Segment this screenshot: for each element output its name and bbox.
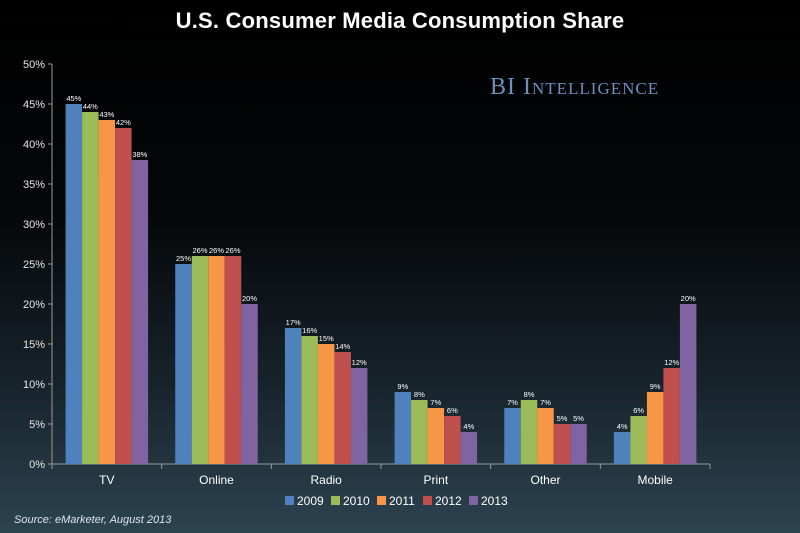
data-label: 43% bbox=[99, 110, 114, 119]
bar bbox=[241, 304, 258, 464]
bar bbox=[208, 256, 225, 464]
legend-swatch bbox=[285, 496, 294, 505]
bars bbox=[65, 104, 697, 464]
bar bbox=[82, 112, 99, 464]
data-label: 45% bbox=[66, 94, 81, 103]
data-label: 15% bbox=[319, 334, 334, 343]
data-label: 17% bbox=[286, 318, 301, 327]
data-label: 8% bbox=[524, 390, 535, 399]
x-tick-label: Print bbox=[423, 473, 448, 487]
legend-label: 2011 bbox=[389, 494, 415, 508]
bar bbox=[224, 256, 242, 464]
data-label: 9% bbox=[650, 382, 661, 391]
data-label: 6% bbox=[447, 406, 458, 415]
source-note: Source: eMarketer, August 2013 bbox=[14, 514, 172, 526]
data-label: 16% bbox=[302, 326, 317, 335]
bar bbox=[65, 104, 83, 464]
legend-label: 2013 bbox=[481, 494, 508, 508]
bar bbox=[444, 416, 461, 464]
bar bbox=[115, 128, 132, 464]
data-label: 5% bbox=[573, 414, 584, 423]
bar bbox=[301, 336, 318, 464]
bar bbox=[175, 264, 192, 464]
bar bbox=[570, 424, 587, 464]
x-tick-label: Other bbox=[530, 473, 560, 487]
bar bbox=[460, 432, 478, 464]
y-tick-label: 20% bbox=[23, 299, 45, 311]
data-label: 7% bbox=[540, 398, 551, 407]
bar bbox=[613, 432, 631, 464]
y-tick-label: 30% bbox=[23, 219, 45, 231]
data-label: 44% bbox=[83, 102, 98, 111]
y-tick-label: 15% bbox=[23, 339, 45, 351]
bar bbox=[553, 424, 571, 464]
data-labels: 45%44%43%42%38%25%26% 26% 26%20%17%16%15%1… bbox=[66, 94, 696, 431]
data-label: 20% bbox=[242, 294, 257, 303]
x-tick-label: TV bbox=[99, 473, 114, 487]
bar bbox=[411, 400, 428, 464]
data-label: 4% bbox=[463, 422, 474, 431]
x-tick-label: Radio bbox=[310, 473, 342, 487]
bar bbox=[679, 304, 697, 464]
data-label: 25% bbox=[176, 254, 191, 263]
bar bbox=[317, 344, 335, 464]
bar bbox=[334, 352, 351, 464]
y-tick-label: 10% bbox=[23, 379, 45, 391]
bar bbox=[98, 120, 116, 464]
data-label: 9% bbox=[397, 382, 408, 391]
data-label: 14% bbox=[335, 342, 350, 351]
legend-label: 2009 bbox=[297, 494, 324, 508]
data-label: 26% bbox=[225, 246, 240, 255]
legend: 2009 2010 2011 2012 2013 bbox=[285, 494, 508, 508]
data-label: 12% bbox=[664, 358, 679, 367]
y-tick-label: 35% bbox=[23, 179, 45, 191]
legend-label: 2010 bbox=[343, 494, 370, 508]
legend-swatch bbox=[423, 496, 432, 505]
data-label: 12% bbox=[352, 358, 367, 367]
bar bbox=[394, 392, 412, 464]
legend-swatch bbox=[469, 496, 478, 505]
bar bbox=[520, 400, 538, 464]
y-tick-label: 45% bbox=[23, 99, 45, 111]
x-tick-label: Online bbox=[199, 473, 234, 487]
brand-logo: BI Intelligence bbox=[490, 74, 660, 100]
y-tick-label: 50% bbox=[23, 59, 45, 71]
data-label: 42% bbox=[116, 118, 131, 127]
bar bbox=[427, 408, 445, 464]
bar bbox=[131, 160, 149, 464]
data-label: 5% bbox=[557, 414, 568, 423]
data-label: 26% bbox=[209, 246, 224, 255]
bar bbox=[537, 408, 554, 464]
bar bbox=[191, 256, 209, 464]
bar bbox=[630, 416, 647, 464]
data-label: 7% bbox=[430, 398, 441, 407]
y-tick-label: 40% bbox=[23, 139, 45, 151]
y-tick-label: 5% bbox=[29, 419, 45, 431]
x-tick-label: Mobile bbox=[637, 473, 673, 487]
y-tick-label: 0% bbox=[29, 459, 45, 471]
bar bbox=[646, 392, 664, 464]
y-tick-label: 25% bbox=[23, 259, 45, 271]
bar bbox=[504, 408, 521, 464]
axes: 0% 5% 10% 15% 20% 25% 30% 35% 40% 45% 50% TV Online R… bbox=[23, 59, 711, 487]
legend-swatch bbox=[377, 496, 386, 505]
chart-title: U.S. Consumer Media Consumption Share bbox=[175, 8, 625, 33]
bar bbox=[284, 328, 302, 464]
bar bbox=[350, 368, 368, 464]
data-label: 6% bbox=[633, 406, 644, 415]
data-label: 4% bbox=[617, 422, 628, 431]
data-label: 38% bbox=[132, 150, 147, 159]
legend-swatch bbox=[331, 496, 340, 505]
data-label: 8% bbox=[414, 390, 425, 399]
data-label: 26% bbox=[192, 246, 207, 255]
bar bbox=[663, 368, 680, 464]
data-label: 7% bbox=[507, 398, 518, 407]
legend-label: 2012 bbox=[435, 494, 462, 508]
data-label: 20% bbox=[681, 294, 696, 303]
